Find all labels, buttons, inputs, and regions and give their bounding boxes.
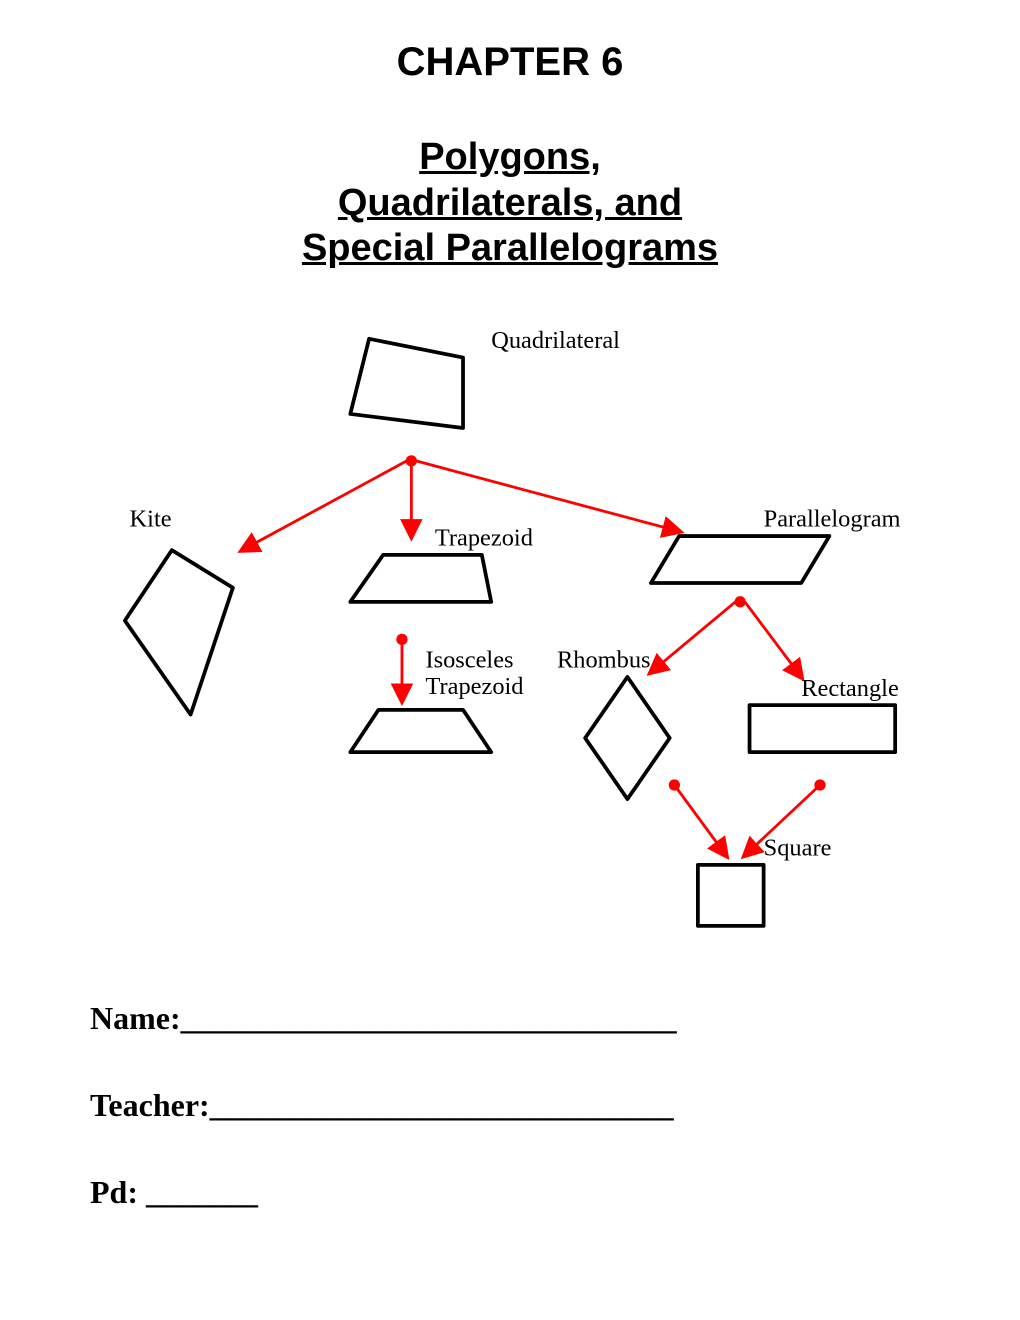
quadrilateral-shape xyxy=(350,339,463,428)
rectangle-shape xyxy=(750,705,896,752)
edge-quad-kite xyxy=(242,461,406,550)
trapezoid-shape xyxy=(350,555,491,602)
kite-label: Kite xyxy=(130,506,172,533)
name-blank[interactable]: _______________________________ xyxy=(181,1000,677,1036)
teacher-label: Teacher: xyxy=(90,1087,210,1123)
square-label: Square xyxy=(764,834,832,861)
rhombus-shape xyxy=(585,677,670,799)
kite-shape xyxy=(125,550,233,714)
isosceles-trapezoid-label-2: Trapezoid xyxy=(425,673,523,700)
title-line-3: Special Parallelograms xyxy=(302,227,718,269)
worksheet-page: CHAPTER 6 Polygons, Quadrilaterals, and … xyxy=(0,0,1020,1320)
pd-line: Pd: _______ xyxy=(90,1174,930,1211)
teacher-blank[interactable]: _____________________________ xyxy=(210,1087,674,1123)
parallelogram-label: Parallelogram xyxy=(764,506,901,533)
chapter-title: CHAPTER 6 xyxy=(0,40,1020,85)
quadrilateral-hierarchy-diagram: Quadrilateral Kite Trapezoid Parallelogr… xyxy=(60,320,960,940)
square-shape xyxy=(698,865,764,926)
edges-group xyxy=(242,455,825,855)
quadrilateral-label: Quadrilateral xyxy=(491,327,620,354)
topic-title: Polygons, Quadrilaterals, and Special Pa… xyxy=(0,135,1020,272)
title-line-1: Polygons, xyxy=(419,136,601,178)
name-line: Name:_______________________________ xyxy=(90,1000,930,1037)
pd-blank[interactable]: _______ xyxy=(146,1174,258,1210)
isosceles-trapezoid-shape xyxy=(350,710,491,752)
rhombus-label: Rhombus xyxy=(557,647,651,674)
rectangle-label: Rectangle xyxy=(801,675,899,702)
edge-para-rhombus xyxy=(651,602,736,672)
name-label: Name: xyxy=(90,1000,181,1036)
trapezoid-label: Trapezoid xyxy=(435,524,533,551)
teacher-line: Teacher:_____________________________ xyxy=(90,1087,930,1124)
isosceles-trapezoid-label-1: Isosceles xyxy=(425,647,513,674)
title-line-2: Quadrilaterals, and xyxy=(338,182,682,224)
parallelogram-shape xyxy=(651,536,829,583)
edge-quad-parallelogram xyxy=(416,461,679,531)
pd-label: Pd: xyxy=(90,1174,138,1210)
edge-para-rectangle xyxy=(745,602,801,677)
edge-rhombus-square xyxy=(674,785,726,855)
form-area: Name:_______________________________ Tea… xyxy=(90,1000,930,1261)
